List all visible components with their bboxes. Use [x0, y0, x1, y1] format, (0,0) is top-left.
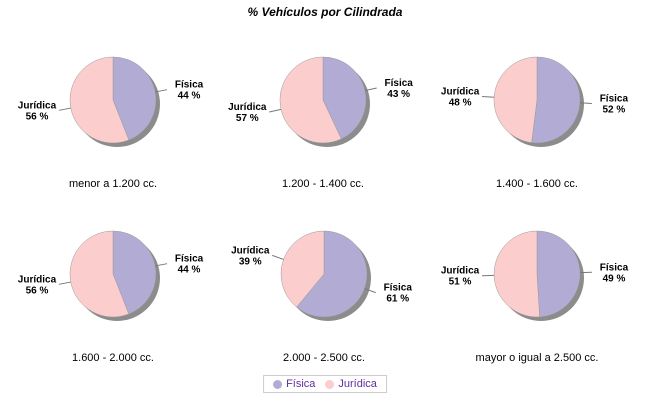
- label-connector-line: [364, 87, 377, 92]
- pie-slice-juridica: [493, 56, 538, 143]
- label-connector-line: [579, 102, 592, 104]
- pie-slice-fisica: [536, 230, 581, 318]
- slice-value-label: 39 %: [239, 256, 262, 267]
- slice-name-label: Jurídica: [231, 245, 270, 256]
- slice-value-label: 57 %: [236, 113, 259, 124]
- pie-chart-cell: Física 43 % Jurídica 57 % 1.200 - 1.400 cc.: [215, 25, 431, 200]
- pie-slice-juridica: [69, 230, 130, 318]
- juridica-swatch-icon: [325, 379, 335, 389]
- slice-value-label: 49 %: [603, 273, 626, 284]
- label-connector-line: [155, 263, 168, 267]
- legend-label-fisica: Física: [286, 378, 316, 390]
- chart-category-label: 2.000 - 2.500 cc.: [283, 352, 365, 364]
- slice-name-label: Jurídica: [18, 274, 57, 285]
- pie-slice-fisica: [112, 56, 157, 141]
- label-connector-line: [58, 281, 71, 285]
- page-title: % Vehículos por Cilindrada: [247, 5, 403, 19]
- slice-name-label: Física: [385, 78, 414, 89]
- label-connector-line: [269, 108, 282, 113]
- pie-slice-juridica: [493, 230, 540, 318]
- label-connector-line: [155, 89, 168, 93]
- slice-name-label: Jurídica: [441, 87, 480, 98]
- slice-name-label: Física: [600, 93, 629, 104]
- pie-slice-juridica: [280, 230, 325, 308]
- pie-slice-juridica: [279, 56, 342, 144]
- pie-chart-cell: Física 44 % Jurídica 56 % menor a 1.200 cc.: [5, 25, 221, 200]
- pie-chart-cell: Física 49 % Jurídica 51 % mayor o igual a 2.…: [429, 199, 645, 374]
- label-connector-line: [482, 96, 495, 98]
- slice-name-label: Física: [384, 283, 413, 294]
- slice-name-label: Jurídica: [228, 102, 267, 113]
- chart-category-label: 1.600 - 2.000 cc.: [72, 352, 154, 364]
- pie-slice-fisica: [112, 230, 157, 315]
- slice-name-label: Física: [175, 254, 204, 265]
- fisica-swatch-icon: [273, 379, 283, 389]
- legend-label-juridica: Jurídica: [338, 378, 377, 390]
- slice-value-label: 43 %: [387, 89, 410, 100]
- slice-value-label: 56 %: [26, 285, 49, 296]
- label-connector-line: [364, 288, 376, 294]
- pie-chart-cell: Física 52 % Jurídica 48 % 1.400 - 1.600 cc.: [429, 25, 645, 200]
- legend-item-juridica: Jurídica: [325, 378, 377, 390]
- slice-name-label: Jurídica: [441, 266, 480, 277]
- slice-value-label: 44 %: [178, 91, 201, 102]
- slice-name-label: Jurídica: [18, 100, 57, 111]
- slice-name-label: Física: [175, 80, 204, 91]
- legend-item-fisica: Física: [273, 378, 315, 390]
- slice-name-label: Física: [600, 262, 629, 273]
- label-connector-line: [58, 107, 71, 111]
- chart-category-label: 1.400 - 1.600 cc.: [496, 178, 578, 190]
- pie-slice-fisica: [296, 230, 368, 318]
- slice-value-label: 44 %: [178, 265, 201, 276]
- chart-category-label: 1.200 - 1.400 cc.: [282, 178, 364, 190]
- pie-slice-juridica: [69, 56, 130, 144]
- slice-value-label: 48 %: [449, 98, 472, 109]
- slice-value-label: 56 %: [26, 111, 49, 122]
- pie-chart-cell: Física 61 % Jurídica 39 % 2.000 - 2.500 cc.: [216, 199, 432, 374]
- chart-category-label: menor a 1.200 cc.: [68, 178, 158, 190]
- pie-chart-cell: Física 44 % Jurídica 56 % 1.600 - 2.000 cc.: [5, 199, 221, 374]
- slice-value-label: 52 %: [602, 104, 625, 115]
- chart-category-label: mayor o igual a 2.500 cc.: [475, 352, 599, 364]
- slice-value-label: 51 %: [449, 277, 472, 288]
- chart-legend: Física Jurídica: [263, 375, 387, 393]
- slice-value-label: 61 %: [386, 294, 409, 305]
- label-connector-line: [272, 254, 284, 260]
